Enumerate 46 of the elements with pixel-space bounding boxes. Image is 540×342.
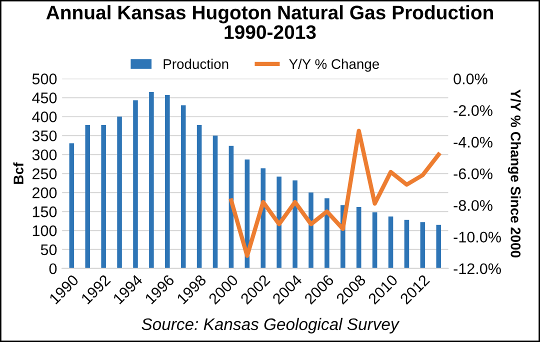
bar (212, 136, 218, 268)
y-tick-label: 200 (32, 187, 57, 198)
bar (117, 116, 122, 268)
bar (356, 206, 362, 268)
y-tick-label: 250 (32, 168, 57, 180)
bar (276, 176, 282, 268)
source-note: Source: Kansas Geological Survey (142, 318, 400, 334)
y2-axis-title: Y/Y % Change Since 2000 (508, 89, 521, 258)
bar (165, 94, 170, 268)
bar (308, 192, 314, 268)
bar (101, 124, 106, 268)
bar (372, 212, 378, 268)
bar (85, 124, 90, 268)
bar (292, 180, 298, 268)
line-series (229, 128, 441, 258)
bar (149, 92, 154, 268)
y-tick-label: 400 (32, 111, 57, 122)
y-tick-label: 350 (32, 130, 57, 142)
bar (324, 198, 330, 268)
y-axis-title: Bcf (13, 162, 24, 184)
legend-label: Y/Y % Change (289, 58, 379, 72)
y2-tick-label: -4.0% (454, 136, 492, 148)
y-tick-label: 0 (49, 263, 57, 274)
bar (180, 105, 186, 268)
bar (133, 100, 138, 268)
y-tick-label: 150 (32, 206, 57, 218)
bar (69, 143, 74, 268)
y-tick-label: 100 (32, 225, 57, 236)
bar (388, 216, 394, 268)
bar (404, 220, 410, 268)
bar (196, 124, 202, 268)
y2-tick-label: -10.0% (454, 232, 501, 243)
bar (260, 168, 266, 268)
y2-tick-label: -2.0% (454, 105, 492, 116)
legend-label: Production (164, 58, 228, 69)
y-tick-label: 300 (32, 149, 57, 160)
y-tick-label: 450 (32, 92, 57, 104)
bar (420, 222, 426, 268)
y2-tick-label: -6.0% (454, 168, 492, 180)
chart-title: Annual Kansas Hugoton Natural Gas Production 1990-2013 (46, 5, 493, 40)
y2-tick-label: 0.0% (454, 74, 488, 84)
bar (436, 224, 442, 268)
y-tick-label: 50 (40, 244, 57, 256)
y2-tick-label: -8.0% (454, 200, 492, 211)
y-tick-label: 500 (32, 74, 57, 84)
y2-tick-label: -12.0% (454, 263, 501, 274)
